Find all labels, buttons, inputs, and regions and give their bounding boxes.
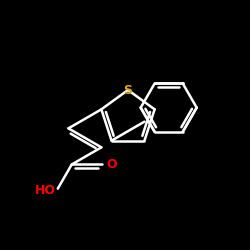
Text: O: O bbox=[107, 158, 118, 171]
Text: HO: HO bbox=[35, 184, 56, 197]
Text: S: S bbox=[124, 84, 132, 96]
